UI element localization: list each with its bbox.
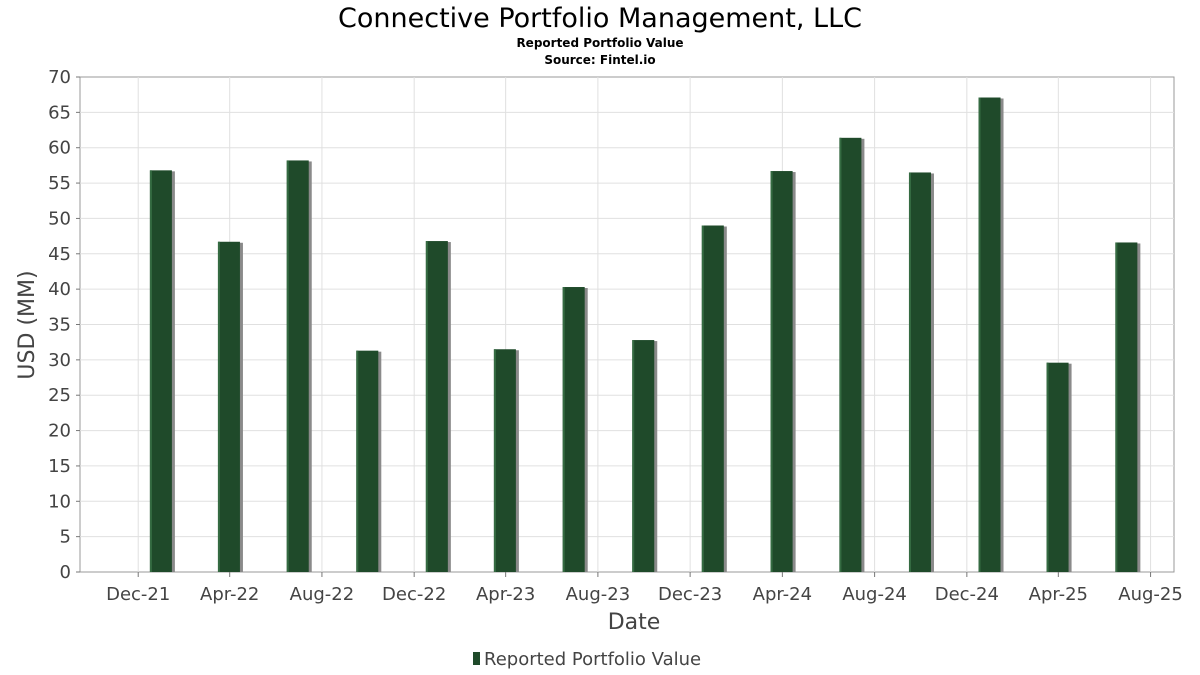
bar-highlight — [425, 241, 428, 573]
y-tick-label: 60 — [48, 138, 71, 159]
bar-body — [770, 171, 793, 573]
x-axis-label: Date — [608, 610, 661, 635]
y-tick-label: 0 — [60, 562, 71, 583]
legend-swatch — [473, 652, 480, 665]
bar — [908, 172, 934, 572]
bar-highlight — [701, 225, 704, 572]
y-tick-label: 20 — [48, 421, 71, 442]
y-tick-label: 70 — [48, 67, 71, 88]
x-tick-label: Apr-23 — [476, 584, 535, 605]
x-tick-label: Apr-22 — [200, 584, 259, 605]
bar — [1046, 362, 1072, 572]
y-tick-label: 35 — [48, 315, 71, 336]
bar-highlight — [149, 170, 152, 573]
bar — [978, 97, 1004, 572]
x-tick-label: Aug-25 — [1118, 584, 1183, 605]
bar-highlight — [217, 241, 220, 572]
bar — [286, 160, 312, 572]
bar — [839, 137, 865, 573]
bar-body — [1115, 242, 1138, 572]
bars — [149, 97, 1141, 573]
bar — [770, 171, 796, 573]
y-tick-label: 5 — [60, 527, 71, 548]
bar-body — [217, 241, 240, 572]
bar-body — [1046, 362, 1069, 572]
bar — [701, 225, 727, 572]
x-tick-label: Aug-22 — [290, 584, 355, 605]
bar — [356, 350, 382, 572]
y-axis-ticks: 0 5 10 15 20 25 30 35 40 45 50 55 60 65 70 — [48, 67, 80, 583]
x-tick-label: Apr-24 — [753, 584, 812, 605]
bar-highlight — [978, 97, 981, 572]
bar-body — [425, 241, 448, 573]
y-tick-label: 10 — [48, 491, 71, 512]
bar-highlight — [286, 160, 289, 572]
y-tick-label: 65 — [48, 102, 71, 123]
bar-highlight — [493, 349, 496, 572]
x-tick-label: Aug-23 — [566, 584, 631, 605]
x-tick-label: Aug-24 — [842, 584, 907, 605]
legend-label: Reported Portfolio Value — [484, 649, 701, 670]
y-tick-label: 40 — [48, 279, 71, 300]
bar — [493, 349, 519, 572]
bar — [149, 170, 175, 573]
x-axis-ticks: Dec-21 Apr-22 Aug-22 Dec-22 Apr-23 Aug-23 Dec-… — [106, 572, 1183, 605]
bar-body — [356, 350, 379, 572]
bar-body — [978, 97, 1001, 572]
bar-body — [908, 172, 931, 572]
bar-body — [562, 287, 585, 572]
bar-body — [493, 349, 516, 572]
x-tick-label: Dec-23 — [658, 584, 722, 605]
bar-highlight — [562, 287, 565, 572]
x-tick-label: Dec-21 — [106, 584, 170, 605]
bar-body — [839, 137, 862, 573]
bar-body — [701, 225, 724, 572]
chart-subtitle: Reported Portfolio Value — [516, 36, 683, 50]
y-tick-label: 45 — [48, 244, 71, 265]
y-tick-label: 30 — [48, 350, 71, 371]
bar — [217, 241, 243, 572]
x-tick-label: Apr-25 — [1029, 584, 1088, 605]
bar — [1115, 242, 1141, 572]
y-tick-label: 25 — [48, 385, 71, 406]
chart-source: Source: Fintel.io — [544, 53, 655, 67]
x-tick-label: Dec-24 — [935, 584, 999, 605]
y-axis-label: USD (MM) — [15, 270, 40, 379]
bar-highlight — [908, 172, 911, 572]
legend: Reported Portfolio Value — [473, 649, 701, 670]
bar-body — [149, 170, 172, 573]
bar — [632, 340, 658, 572]
y-tick-label: 50 — [48, 208, 71, 229]
bar-body — [632, 340, 655, 572]
chart-title: Connective Portfolio Management, LLC — [338, 3, 862, 34]
y-tick-label: 55 — [48, 173, 71, 194]
x-tick-label: Dec-22 — [382, 584, 446, 605]
bar-highlight — [770, 171, 773, 573]
bar-highlight — [1115, 242, 1118, 572]
bar-highlight — [839, 137, 842, 573]
bar-highlight — [356, 350, 359, 572]
y-tick-label: 15 — [48, 456, 71, 477]
bar-body — [286, 160, 309, 572]
bar — [425, 241, 451, 573]
bar — [562, 287, 588, 572]
bar-highlight — [1046, 362, 1049, 572]
bar-highlight — [632, 340, 635, 572]
